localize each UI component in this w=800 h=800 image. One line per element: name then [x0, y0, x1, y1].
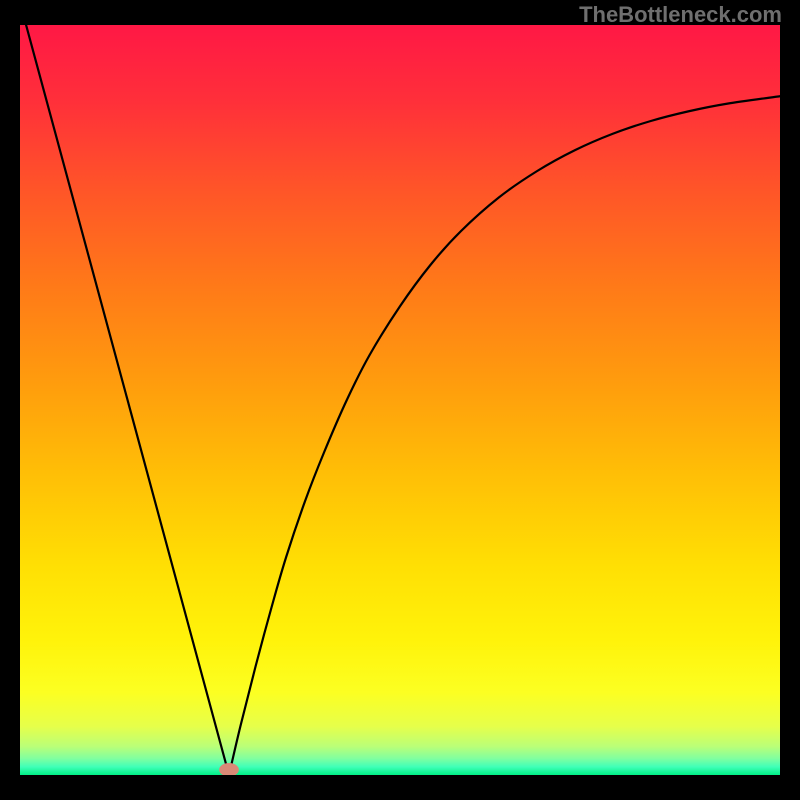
bottleneck-chart: [20, 25, 780, 775]
chart-svg: [20, 25, 780, 775]
watermark-text: TheBottleneck.com: [579, 2, 782, 28]
gradient-background: [20, 25, 780, 775]
